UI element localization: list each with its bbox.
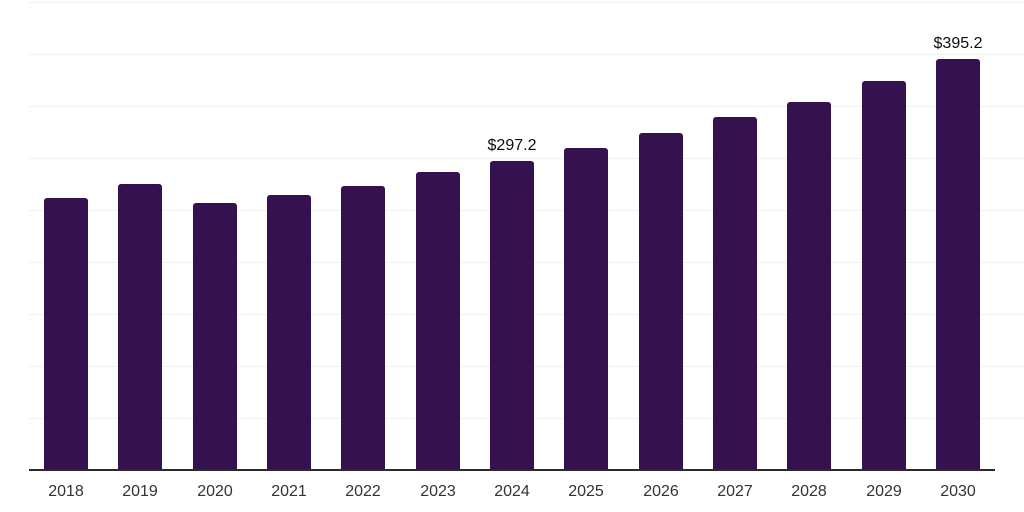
x-tick-2019: 2019 — [122, 483, 158, 500]
bar-2028 — [787, 102, 831, 470]
x-tick-2028: 2028 — [791, 483, 827, 500]
x-tick-2027: 2027 — [717, 483, 753, 500]
bar-2029 — [862, 81, 906, 470]
x-tick-2020: 2020 — [197, 483, 233, 500]
gridline — [29, 106, 1024, 107]
bar-2030 — [936, 59, 980, 470]
bar-2023 — [416, 172, 460, 470]
bar-2025 — [564, 148, 608, 470]
bar-2027 — [713, 117, 757, 470]
gridline — [29, 54, 1024, 55]
x-tick-2021: 2021 — [271, 483, 307, 500]
x-tick-2029: 2029 — [866, 483, 902, 500]
bar-2024 — [490, 161, 534, 470]
x-tick-2018: 2018 — [48, 483, 84, 500]
gridline — [29, 2, 1024, 3]
gridline — [29, 158, 1024, 159]
bar-2019 — [118, 184, 162, 470]
bar-value-label-2030: $395.2 — [933, 35, 983, 52]
x-tick-2023: 2023 — [420, 483, 456, 500]
bar-2022 — [341, 186, 385, 470]
bar-2026 — [639, 133, 683, 470]
bar-value-label-2024: $297.2 — [487, 137, 537, 154]
x-tick-2026: 2026 — [643, 483, 679, 500]
x-tick-2022: 2022 — [345, 483, 381, 500]
x-axis-line — [29, 469, 995, 471]
x-tick-2024: 2024 — [494, 483, 530, 500]
x-tick-2030: 2030 — [940, 483, 976, 500]
bar-2018 — [44, 198, 88, 470]
bar-2021 — [267, 195, 311, 470]
bar-2020 — [193, 203, 237, 470]
x-tick-2025: 2025 — [568, 483, 604, 500]
